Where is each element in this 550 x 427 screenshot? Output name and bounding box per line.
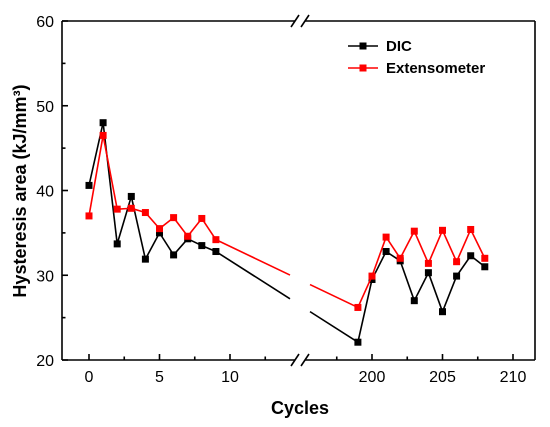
x-axis-title: Cycles	[271, 398, 329, 418]
plot-frame	[61, 14, 536, 367]
tick-layer: 20 30 40 50 60 0 5 10 200 205 210	[36, 14, 526, 386]
extensometer-segment-11	[371, 236, 387, 277]
extensometer-segment-14	[413, 230, 430, 264]
extensometer-point-19	[481, 254, 489, 262]
dic-point-1	[99, 119, 107, 127]
extensometer-point-9	[212, 236, 220, 244]
extensometer-point-2	[113, 205, 121, 213]
extensometer-segment-10	[357, 275, 373, 308]
extensometer-point-17	[453, 258, 461, 266]
legend: DIC Extensometer	[348, 38, 485, 77]
extensometer-segment-9b	[309, 283, 359, 309]
extensometer-point-12	[382, 233, 390, 241]
extensometer-segment-12	[385, 236, 401, 259]
x-left-tick-label-2: 10	[221, 369, 239, 386]
extensometer-segment-0	[88, 135, 104, 217]
dic-segment-15	[427, 272, 444, 312]
dic-segment-16	[441, 275, 458, 312]
dic-segment-2	[116, 196, 133, 245]
y-axis-title: Hysteresis area (kJ/mm³)	[10, 84, 30, 297]
dic-segment-1	[102, 122, 118, 244]
dic-segment-9a	[215, 250, 291, 300]
legend-dic-marker	[359, 42, 367, 50]
dic-point-17	[453, 272, 461, 280]
extensometer-point-16	[439, 226, 446, 234]
dic-point-4	[141, 255, 149, 263]
dic-segment-9b	[309, 310, 359, 343]
y-tick-label-3: 50	[36, 99, 54, 116]
extensometer-point-8	[198, 214, 206, 222]
x-left-tick-label-0: 0	[85, 369, 94, 386]
dic-segment-14	[413, 272, 430, 302]
legend-extensometer-marker	[359, 64, 367, 72]
dic-point-10	[354, 338, 362, 346]
dic-point-8	[198, 242, 206, 250]
legend-extensometer-label: Extensometer	[386, 60, 485, 77]
dic-point-18	[467, 252, 475, 260]
extensometer-segment-8	[201, 218, 217, 241]
x-right-tick-label-0: 200	[359, 369, 386, 386]
x-right-tick-label-1: 205	[429, 369, 456, 386]
extensometer-segment-15	[427, 230, 444, 264]
extensometer-point-10	[354, 303, 362, 311]
x-break-mark-bottom-1	[300, 353, 310, 367]
extensometer-segment-9a	[215, 238, 291, 276]
dic-point-0	[85, 181, 93, 189]
dic-point-9	[212, 248, 220, 256]
dic-point-3	[127, 192, 135, 200]
extensometer-point-15	[424, 259, 432, 267]
dic-segment-10	[357, 279, 373, 343]
y-tick-label-0: 20	[36, 353, 54, 370]
extensometer-segment-17	[455, 229, 472, 263]
extensometer-point-6	[170, 214, 178, 222]
dic-point-6	[170, 251, 178, 259]
series-layer	[85, 119, 489, 346]
y-tick-label-2: 40	[36, 184, 54, 201]
extensometer-point-11	[368, 272, 376, 280]
x-break-mark-top-0	[290, 14, 300, 28]
extensometer-segment-13	[399, 230, 416, 259]
x-break-mark-bottom-0	[290, 353, 300, 367]
extensometer-segment-18	[469, 229, 486, 259]
extensometer-point-14	[410, 227, 418, 235]
x-left-tick-label-1: 5	[155, 369, 164, 386]
dic-segment-5	[158, 232, 175, 256]
extensometer-point-13	[396, 254, 404, 262]
legend-dic-label: DIC	[386, 38, 412, 55]
dic-point-5	[156, 229, 163, 237]
dic-point-12	[382, 248, 390, 256]
x-right-tick-label-2: 210	[500, 369, 527, 386]
y-tick-label-1: 30	[36, 268, 54, 285]
dic-point-2	[113, 240, 121, 248]
extensometer-point-5	[156, 225, 163, 233]
x-break-mark-top-1	[300, 14, 310, 28]
extensometer-point-4	[141, 209, 149, 217]
extensometer-segment-1	[102, 135, 118, 210]
extensometer-segment-16	[441, 230, 458, 263]
dic-point-14	[410, 297, 418, 305]
extensometer-point-18	[467, 225, 475, 233]
dic-point-15	[424, 269, 432, 277]
extensometer-point-0	[85, 212, 93, 220]
dic-segment-13	[399, 260, 416, 301]
y-tick-label-4: 60	[36, 14, 54, 31]
dic-point-16	[439, 308, 446, 316]
dic-point-19	[481, 263, 489, 271]
extensometer-point-1	[99, 131, 107, 139]
dic-segment-4	[144, 232, 161, 260]
extensometer-point-3	[127, 204, 135, 212]
extensometer-point-7	[184, 232, 192, 240]
